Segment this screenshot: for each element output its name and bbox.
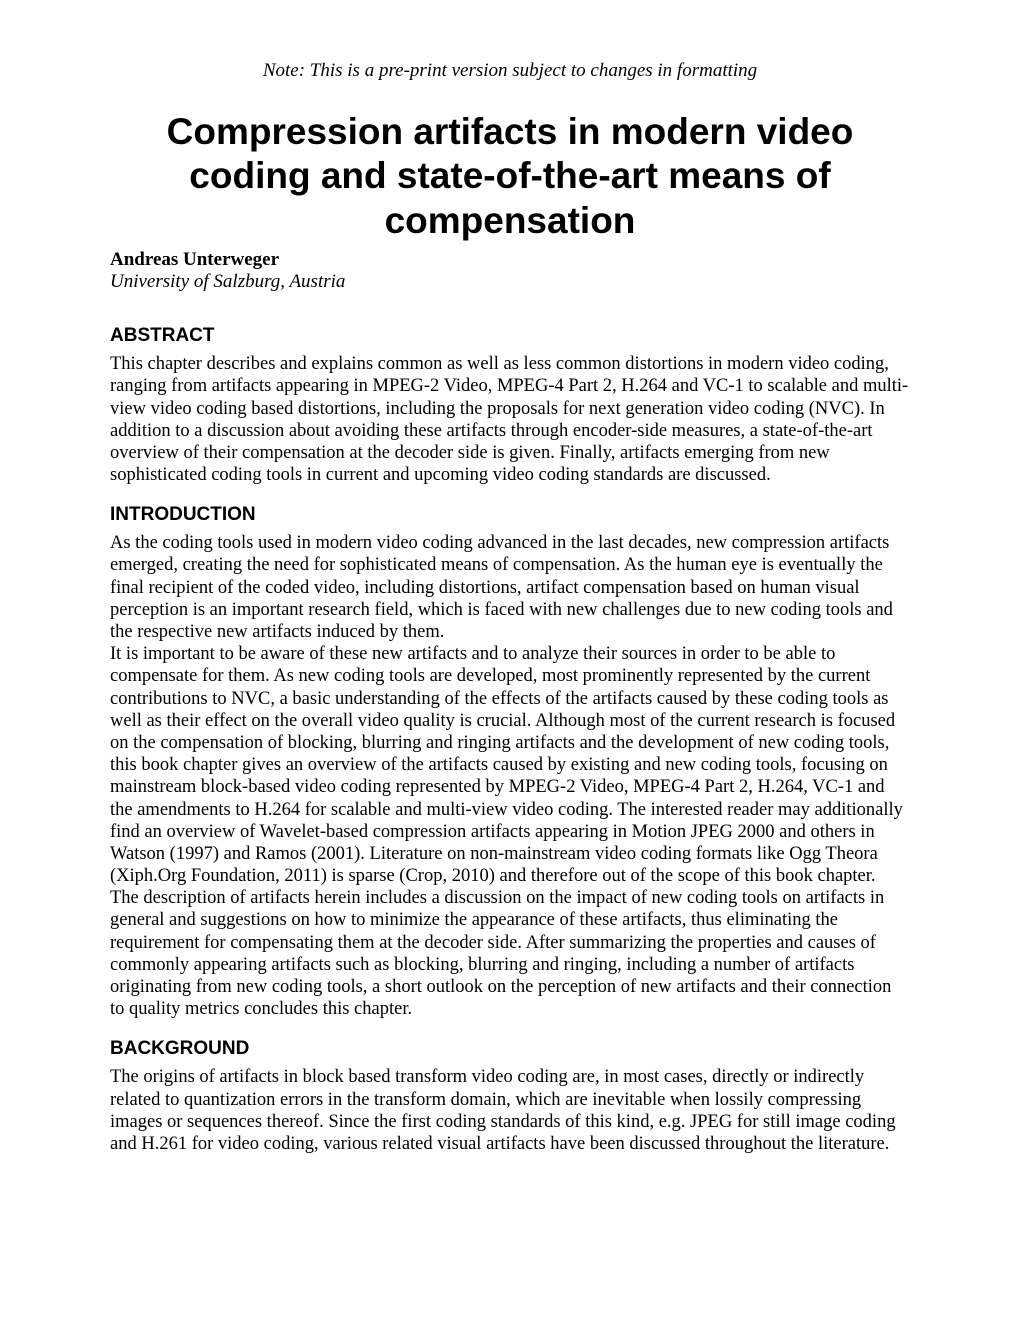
author-affiliation: University of Salzburg, Austria — [110, 271, 910, 293]
introduction-body-p1: As the coding tools used in modern video… — [110, 532, 910, 643]
paper-title: Compression artifacts in modern video co… — [110, 110, 910, 243]
author-name: Andreas Unterweger — [110, 249, 910, 271]
background-body: The origins of artifacts in block based … — [110, 1066, 910, 1155]
abstract-body: This chapter describes and explains comm… — [110, 353, 910, 486]
background-heading: BACKGROUND — [110, 1038, 910, 1060]
preprint-note: Note: This is a pre-print version subjec… — [110, 60, 910, 82]
abstract-heading: ABSTRACT — [110, 325, 910, 347]
introduction-body-p2: It is important to be aware of these new… — [110, 643, 910, 887]
introduction-heading: INTRODUCTION — [110, 504, 910, 526]
introduction-body-p3: The description of artifacts herein incl… — [110, 887, 910, 1020]
